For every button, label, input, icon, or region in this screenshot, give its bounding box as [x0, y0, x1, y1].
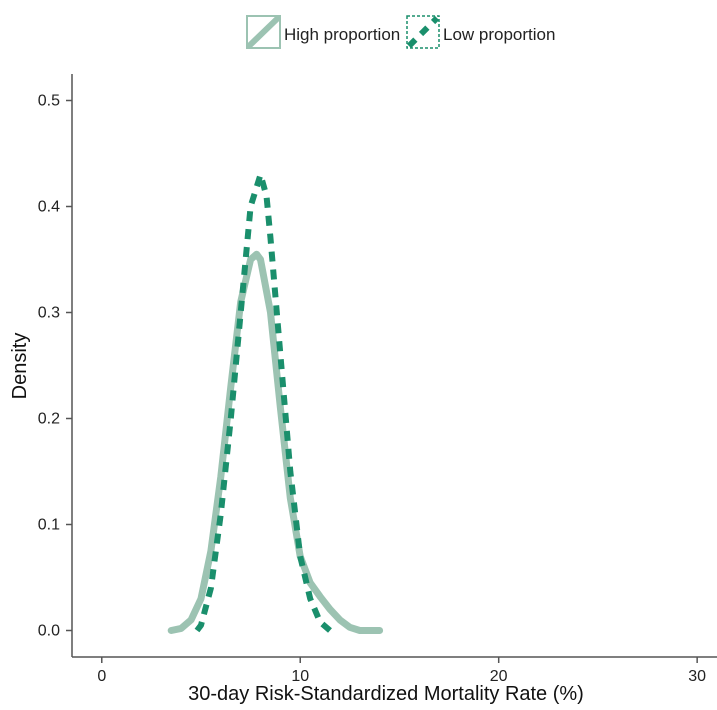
y-tick-label: 0.2: [38, 411, 60, 428]
series-line-low-proportion: [194, 171, 332, 633]
x-tick-label: 30: [688, 668, 706, 685]
y-tick-label: 0.4: [38, 199, 60, 216]
y-axis-title: Density: [9, 333, 31, 400]
legend-item-high-proportion: High proportion: [246, 15, 400, 49]
series-layer: [167, 171, 384, 634]
y-tick-label: 0.1: [38, 517, 60, 534]
y-tick-label: 0.0: [38, 623, 60, 640]
y-ticks: 0.0 0.1 0.2 0.3 0.4 0.5: [38, 93, 72, 640]
x-tick-label: 20: [490, 668, 508, 685]
legend-swatch-high-proportion: [246, 15, 281, 49]
x-ticks: 0 10 20 30: [97, 657, 706, 685]
axes: [71, 74, 717, 658]
legend-label-low-proportion: Low proportion: [443, 25, 555, 44]
legend-item-low-proportion: Low proportion: [406, 15, 555, 49]
legend-swatch-low-proportion: [406, 15, 440, 49]
x-tick-label: 10: [291, 668, 309, 685]
legend: High proportion Low proportion: [246, 15, 555, 49]
x-axis-title: 30-day Risk-Standardized Mortality Rate …: [188, 683, 584, 705]
series-line-high-proportion: [167, 250, 384, 634]
y-tick-label: 0.5: [38, 93, 60, 110]
x-tick-label: 0: [97, 668, 106, 685]
legend-label-high-proportion: High proportion: [284, 25, 400, 44]
y-tick-label: 0.3: [38, 305, 60, 322]
